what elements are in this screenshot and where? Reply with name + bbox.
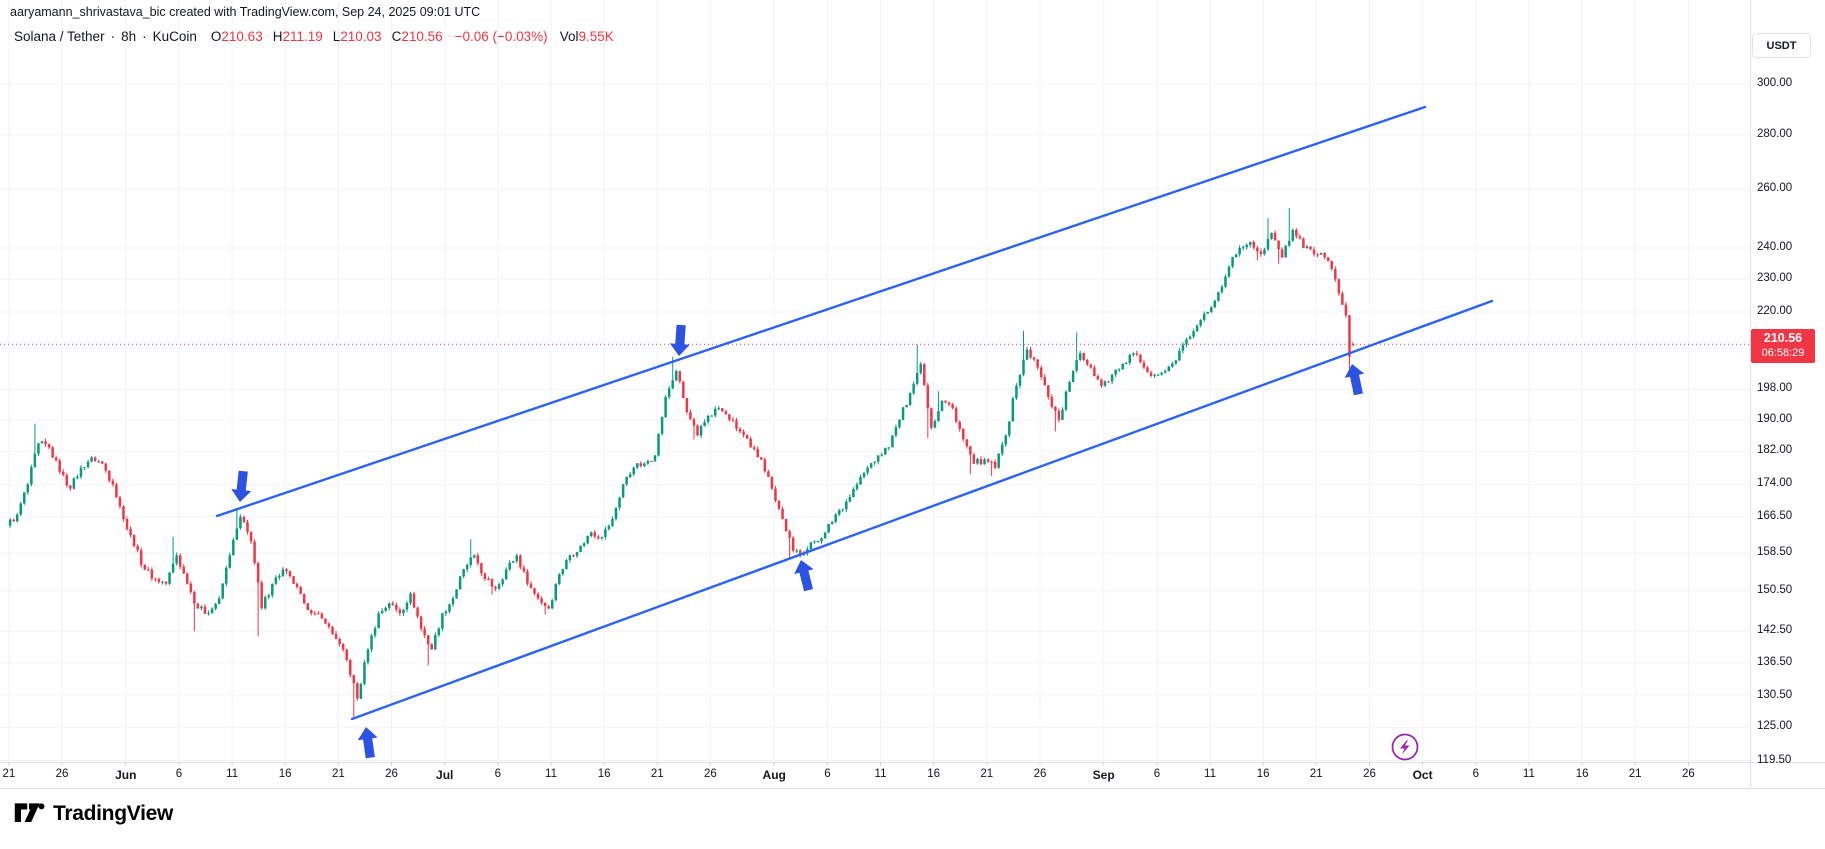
price-tick-label: 230.00 bbox=[1757, 272, 1793, 284]
down-arrow-marker[interactable] bbox=[230, 470, 253, 503]
time-tick-label: 21 bbox=[331, 768, 345, 780]
price-tick-label: 166.50 bbox=[1757, 510, 1793, 522]
price-tick-label: 240.00 bbox=[1757, 241, 1793, 253]
price-tick-label: 158.50 bbox=[1757, 546, 1793, 558]
time-tick-label: 21 bbox=[980, 768, 994, 780]
time-tick-label: 6 bbox=[175, 768, 183, 780]
volume-label: Vol bbox=[559, 29, 579, 44]
lightning-icon[interactable] bbox=[1391, 733, 1419, 761]
last-price-value: 210.56 bbox=[1763, 331, 1803, 345]
price-tick-label: 130.50 bbox=[1757, 689, 1793, 701]
last-price-tag: 210.56 06:58:29 bbox=[1751, 329, 1815, 364]
price-tick-label: 260.00 bbox=[1757, 182, 1793, 194]
legend-separator: · bbox=[142, 29, 147, 44]
time-tick-label: 6 bbox=[824, 768, 831, 780]
price-tick-label: 190.00 bbox=[1757, 413, 1793, 425]
volume-group: Vol9.55K bbox=[560, 29, 614, 44]
time-tick-label: Jul bbox=[436, 768, 454, 782]
price-tick-label: 174.00 bbox=[1757, 477, 1793, 489]
price-tick-label: 136.50 bbox=[1757, 656, 1793, 668]
ohlc-item: O210.63 bbox=[210, 29, 263, 44]
time-tick-label: 11 bbox=[1522, 768, 1535, 780]
time-tick-label: 11 bbox=[874, 768, 887, 780]
time-tick-marks bbox=[8, 762, 1689, 766]
price-tick-label: 220.00 bbox=[1757, 305, 1793, 317]
price-tick-label: 182.00 bbox=[1757, 444, 1793, 456]
upper-channel-trendline[interactable] bbox=[215, 105, 1427, 518]
time-tick-label: Sep bbox=[1092, 768, 1115, 782]
up-arrow-marker[interactable] bbox=[791, 558, 818, 593]
ohlc-item: C210.56 bbox=[391, 29, 443, 44]
time-tick-label: 26 bbox=[703, 768, 717, 780]
time-tick-label: 11 bbox=[545, 768, 557, 780]
exchange-label[interactable]: KuCoin bbox=[152, 29, 197, 44]
interval-label[interactable]: 8h bbox=[121, 29, 137, 44]
price-tick-label: 119.50 bbox=[1757, 754, 1792, 766]
time-tick-label: 21 bbox=[1309, 768, 1323, 780]
time-tick-label: 11 bbox=[1204, 768, 1216, 780]
volume-value: 9.55K bbox=[578, 29, 614, 44]
time-tick-label: 21 bbox=[2, 768, 16, 780]
price-tick-label: 142.50 bbox=[1757, 624, 1793, 636]
time-tick-label: Aug bbox=[762, 768, 786, 782]
time-tick-label: 16 bbox=[927, 768, 941, 780]
down-arrow-marker[interactable] bbox=[669, 324, 691, 356]
currency-toggle-button[interactable]: USDT bbox=[1752, 33, 1811, 58]
price-tick-label: 150.50 bbox=[1757, 584, 1793, 596]
grid bbox=[0, 0, 1750, 762]
time-tick-label: 26 bbox=[1033, 768, 1047, 780]
time-tick-label: Oct bbox=[1412, 768, 1433, 782]
time-tick-label: 16 bbox=[1575, 768, 1589, 780]
time-tick-label: 26 bbox=[1681, 768, 1695, 780]
attribution-text: aaryamann_shrivastava_bic created with T… bbox=[10, 5, 481, 19]
ohlc-values: O210.63 H211.19 L210.03 C210.56 bbox=[211, 29, 443, 44]
price-tick-label: 198.00 bbox=[1757, 382, 1793, 394]
price-tick-label: 300.00 bbox=[1757, 77, 1793, 89]
up-arrow-marker[interactable] bbox=[356, 726, 380, 759]
tradingview-logo-icon bbox=[14, 803, 45, 822]
lower-channel-trendline[interactable] bbox=[350, 299, 1494, 721]
time-tick-label: 6 bbox=[1153, 768, 1161, 780]
symbol-title[interactable]: Solana / Tether bbox=[14, 29, 105, 44]
price-tick-label: 280.00 bbox=[1757, 128, 1793, 140]
time-tick-label: Jun bbox=[115, 768, 137, 782]
time-tick-label: 11 bbox=[226, 768, 239, 780]
time-tick-label: 16 bbox=[278, 768, 292, 780]
up-arrow-marker[interactable] bbox=[1342, 362, 1368, 396]
candlestick-series bbox=[8, 208, 1355, 719]
tradingview-logo-text: TradingView bbox=[53, 802, 174, 825]
price-tick-label: 125.00 bbox=[1757, 720, 1793, 732]
symbol-legend: Solana / Tether · 8h · KuCoin O210.63 H21… bbox=[14, 29, 614, 44]
time-tick-label: 16 bbox=[1256, 768, 1270, 780]
ohlc-item: L210.03 bbox=[332, 29, 382, 44]
time-tick-label: 26 bbox=[1363, 768, 1376, 780]
time-tick-label: 6 bbox=[1472, 768, 1479, 780]
tradingview-logo[interactable]: TradingView bbox=[13, 800, 173, 828]
time-tick-label: 26 bbox=[55, 768, 69, 780]
time-tick-label: 16 bbox=[597, 768, 611, 780]
legend-separator: · bbox=[110, 29, 116, 44]
bar-countdown: 06:58:29 bbox=[1761, 346, 1805, 359]
ohlc-item: H211.19 bbox=[272, 29, 323, 44]
time-tick-label: 6 bbox=[494, 768, 501, 780]
time-tick-label: 26 bbox=[385, 768, 398, 780]
time-tick-label: 21 bbox=[650, 768, 664, 780]
change-value: −0.06 (−0.03%) bbox=[454, 29, 548, 44]
time-tick-label: 21 bbox=[1628, 768, 1642, 780]
